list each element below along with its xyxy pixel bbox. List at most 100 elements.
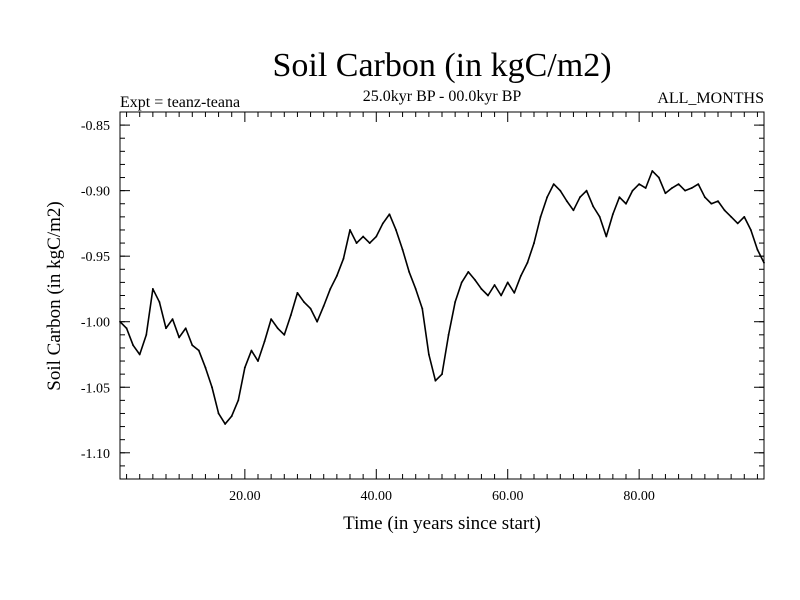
- data-point: [756, 248, 759, 251]
- data-point: [539, 215, 542, 218]
- data-point: [145, 333, 148, 336]
- data-point: [506, 281, 509, 284]
- data-point: [414, 288, 417, 290]
- data-point: [487, 294, 489, 297]
- data-point: [434, 379, 437, 382]
- data-point: [250, 349, 253, 352]
- data-point: [171, 318, 174, 320]
- data-point: [717, 200, 719, 203]
- data-point: [585, 189, 588, 192]
- data-point: [559, 189, 562, 192]
- data-point: [138, 353, 141, 356]
- data-point: [611, 213, 614, 216]
- data-point: [381, 222, 384, 225]
- x-tick-label: 60.00: [492, 489, 524, 504]
- data-point: [598, 215, 601, 218]
- data-point: [579, 196, 581, 199]
- data-point: [204, 366, 207, 369]
- data-point: [749, 229, 752, 231]
- chart-title: Soil Carbon (in kgC/m2): [272, 47, 611, 84]
- data-point: [763, 261, 765, 264]
- data-point: [408, 271, 411, 273]
- data-point: [362, 235, 365, 238]
- data-point: [572, 209, 575, 212]
- data-point: [197, 349, 200, 352]
- data-point: [480, 288, 483, 290]
- data-point: [191, 344, 194, 347]
- data-point: [132, 344, 135, 347]
- data-point: [605, 235, 608, 238]
- y-tick-label: -0.90: [81, 185, 110, 200]
- data-point: [736, 222, 739, 225]
- data-point: [697, 183, 700, 185]
- data-point: [263, 340, 266, 343]
- data-point: [500, 294, 503, 297]
- plot-frame: [119, 111, 765, 480]
- data-point: [618, 196, 621, 199]
- x-tick-labels: 20.00 40.00 60.00 80.00: [229, 489, 655, 504]
- data-point: [493, 284, 496, 286]
- data-point: [638, 183, 641, 185]
- data-point: [546, 196, 549, 199]
- data-point: [677, 183, 680, 185]
- data-point: [723, 209, 726, 212]
- data-point: [303, 301, 305, 303]
- months-label: ALL_MONTHS: [657, 90, 764, 107]
- data-point: [158, 301, 161, 303]
- y-tick-label: -0.85: [81, 119, 110, 134]
- data-point: [211, 386, 213, 389]
- data-point: [125, 327, 128, 330]
- data-point: [644, 187, 647, 189]
- data-point: [427, 353, 430, 356]
- period-label: 25.0kyr BP - 00.0kyr BP: [363, 88, 522, 105]
- data-point: [276, 327, 279, 330]
- y-tick-label: -0.95: [81, 250, 110, 265]
- data-point: [730, 215, 733, 218]
- y-tick-label: -1.00: [81, 316, 110, 331]
- data-point: [447, 333, 450, 336]
- data-point: [743, 215, 746, 218]
- data-point: [421, 307, 424, 310]
- data-point: [217, 412, 220, 415]
- data-point: [625, 202, 627, 205]
- data-point: [230, 415, 233, 417]
- data-point: [329, 288, 332, 290]
- data-point: [165, 327, 167, 330]
- data-point: [355, 242, 358, 244]
- data-point: [710, 202, 713, 205]
- x-axis-label: Time (in years since start): [343, 513, 541, 534]
- data-point: [684, 189, 687, 192]
- data-point: [270, 318, 273, 320]
- data-point: [664, 192, 667, 195]
- data-point: [473, 278, 476, 281]
- data-point: [513, 291, 516, 294]
- data-point: [178, 336, 181, 339]
- y-axis-label: Soil Carbon (in kgC/m2): [44, 201, 65, 390]
- data-point: [342, 257, 345, 260]
- data-point: [467, 271, 470, 273]
- data-point: [401, 248, 404, 251]
- data-point: [388, 213, 391, 216]
- data-point: [257, 360, 259, 362]
- data-point: [565, 200, 568, 203]
- data-point: [690, 187, 693, 189]
- data-point: [368, 242, 371, 244]
- data-point: [592, 205, 595, 208]
- data-point: [184, 327, 187, 330]
- data-point: [519, 274, 522, 277]
- data-point: [322, 305, 325, 307]
- series-layer: [119, 170, 765, 425]
- data-point: [441, 373, 443, 376]
- data-point: [657, 176, 660, 179]
- y-tick-labels: -0.85 -0.90 -0.95 -1.00 -1.05 -1.10: [81, 119, 110, 462]
- x-tick-label: 80.00: [623, 489, 655, 504]
- data-point: [375, 235, 378, 238]
- data-point: [151, 288, 154, 290]
- data-point: [283, 333, 286, 336]
- data-point: [243, 366, 246, 369]
- data-point: [119, 320, 121, 323]
- expt-label: Expt = teanz-teana: [120, 94, 240, 111]
- data-point: [289, 314, 292, 317]
- data-point: [309, 307, 312, 310]
